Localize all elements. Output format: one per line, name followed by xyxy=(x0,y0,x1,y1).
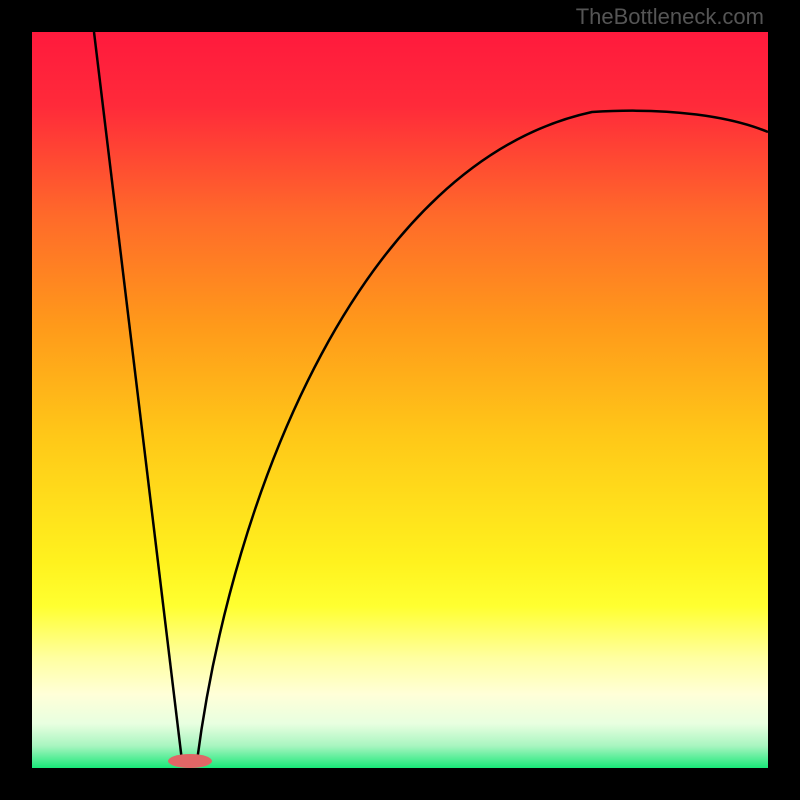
curve-layer xyxy=(32,32,768,768)
plot-area xyxy=(32,32,768,768)
minimum-marker xyxy=(168,754,212,768)
watermark-text: TheBottleneck.com xyxy=(576,4,764,30)
curve-left-branch xyxy=(94,32,182,761)
chart-container: TheBottleneck.com xyxy=(0,0,800,800)
curve-right-branch xyxy=(197,111,768,761)
